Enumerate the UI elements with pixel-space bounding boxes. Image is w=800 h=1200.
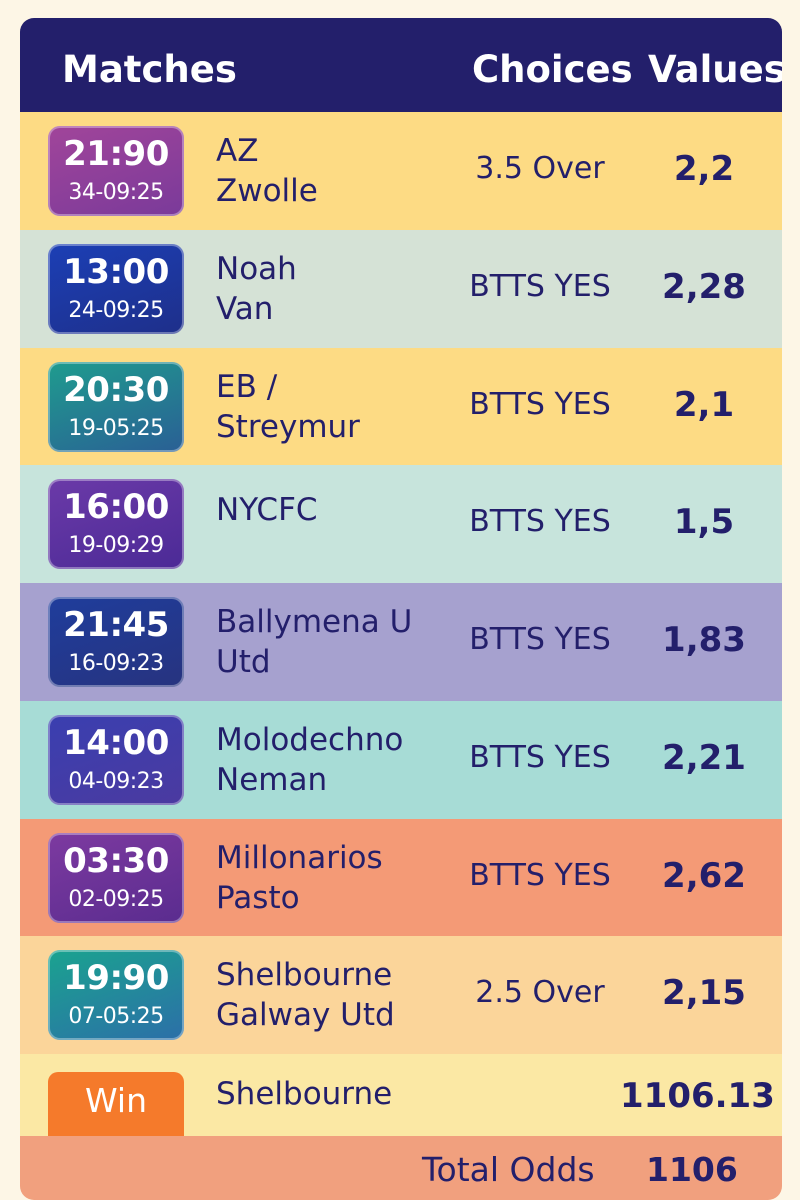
total-odds-value: 1106	[646, 1150, 738, 1189]
kickoff-badge: 13:00 24-09:25	[48, 244, 184, 334]
match-row[interactable]: 16:00 19-09:29 NYCFC BTTS YES 1,5	[20, 465, 782, 583]
header-values: Values	[648, 48, 782, 91]
kickoff-badge: 03:30 02-09:25	[48, 833, 184, 923]
win-button[interactable]: Win	[48, 1072, 184, 1136]
bet-choice: BTTS YES	[469, 858, 611, 893]
kickoff-time: 21:45	[63, 605, 169, 645]
total-row: Total Odds 1106	[20, 1136, 782, 1200]
bet-choice: BTTS YES	[469, 622, 611, 657]
home-team: NYCFC	[216, 492, 318, 528]
match-teams: Molodechno Neman	[216, 720, 466, 800]
match-row[interactable]: 20:30 19-05:25 EB / Streymur BTTS YES 2,1	[20, 348, 782, 465]
match-row[interactable]: 13:00 24-09:25 Noah Van BTTS YES 2,28	[20, 230, 782, 348]
home-team: Shelbourne	[216, 957, 393, 993]
home-team: AZ	[216, 133, 259, 169]
match-row[interactable]: 14:00 04-09:23 Molodechno Neman BTTS YES 2,21	[20, 701, 782, 819]
match-teams: Noah Van	[216, 249, 466, 329]
home-team: Molodechno	[216, 722, 404, 758]
home-team: EB /	[216, 369, 278, 405]
match-row[interactable]: 21:90 34-09:25 AZ Zwolle 3.5 Over 2,2	[20, 112, 782, 230]
odds-value: 2,28	[662, 267, 746, 307]
kickoff-date: 34-09:25	[68, 180, 164, 205]
match-teams: AZ Zwolle	[216, 131, 466, 211]
kickoff-badge: 16:00 19-09:29	[48, 479, 184, 569]
bet-choice: 2.5 Over	[475, 975, 605, 1010]
win-value: 1106.13	[620, 1076, 775, 1116]
odds-value: 2,1	[673, 385, 735, 425]
kickoff-time: 19:90	[63, 958, 169, 998]
table-header: Matches Choices Values	[20, 18, 782, 112]
match-teams: NYCFC	[216, 490, 466, 530]
away-team: Galway Utd	[216, 997, 395, 1033]
header-matches: Matches	[62, 48, 237, 91]
odds-value: 2,21	[662, 738, 746, 778]
kickoff-date: 24-09:25	[68, 298, 164, 323]
kickoff-badge: 14:00 04-09:23	[48, 715, 184, 805]
win-team: Shelbourne	[216, 1076, 393, 1112]
kickoff-badge: 21:45 16-09:23	[48, 597, 184, 687]
kickoff-time: 03:30	[63, 841, 169, 881]
match-row[interactable]: 21:45 16-09:23 Ballymena U Utd BTTS YES 1,83	[20, 583, 782, 701]
away-team: Utd	[216, 644, 271, 680]
bet-choice: BTTS YES	[469, 504, 611, 539]
away-team: Zwolle	[216, 173, 318, 209]
away-team: Neman	[216, 762, 328, 798]
away-team: Van	[216, 291, 274, 327]
odds-value: 2,15	[662, 973, 746, 1013]
total-odds-label: Total Odds	[422, 1150, 595, 1189]
odds-value: 2,2	[673, 149, 735, 189]
away-team: Streymur	[216, 409, 360, 445]
odds-value: 1,83	[662, 620, 746, 660]
match-row[interactable]: 19:90 07-05:25 Shelbourne Galway Utd 2.5 Ove…	[20, 936, 782, 1054]
bet-choice: 3.5 Over	[475, 151, 605, 186]
kickoff-time: 21:90	[63, 134, 169, 174]
odds-value: 2,62	[662, 856, 746, 896]
match-teams: EB / Streymur	[216, 367, 466, 447]
home-team: Ballymena U	[216, 604, 413, 640]
bet-choice: BTTS YES	[469, 387, 611, 422]
away-team: Pasto	[216, 880, 300, 916]
bet-slip-card: Matches Choices Values 21:90 34-09:25 AZ Zw…	[20, 18, 782, 1200]
kickoff-date: 19-09:29	[68, 533, 164, 558]
kickoff-time: 13:00	[63, 252, 169, 292]
bet-choice: BTTS YES	[469, 269, 611, 304]
kickoff-date: 02-09:25	[68, 887, 164, 912]
match-row[interactable]: 03:30 02-09:25 Millonarios Pasto BTTS YES 2,6…	[20, 819, 782, 936]
kickoff-date: 04-09:23	[68, 769, 164, 794]
kickoff-badge: 20:30 19-05:25	[48, 362, 184, 452]
bet-choice: BTTS YES	[469, 740, 611, 775]
kickoff-badge: 21:90 34-09:25	[48, 126, 184, 216]
match-teams: Millonarios Pasto	[216, 838, 466, 918]
kickoff-time: 16:00	[63, 487, 169, 527]
kickoff-date: 19-05:25	[68, 416, 164, 441]
kickoff-time: 14:00	[63, 723, 169, 763]
win-row: Win Shelbourne 1106.13	[20, 1054, 782, 1136]
match-teams: Shelbourne Galway Utd	[216, 955, 466, 1035]
home-team: Millonarios	[216, 840, 383, 876]
header-choices: Choices	[472, 48, 633, 91]
odds-value: 1,5	[673, 502, 735, 542]
match-teams: Ballymena U Utd	[216, 602, 466, 682]
kickoff-time: 20:30	[63, 370, 169, 410]
kickoff-badge: 19:90 07-05:25	[48, 950, 184, 1040]
home-team: Noah	[216, 251, 297, 287]
kickoff-date: 16-09:23	[68, 651, 164, 676]
kickoff-date: 07-05:25	[68, 1004, 164, 1029]
